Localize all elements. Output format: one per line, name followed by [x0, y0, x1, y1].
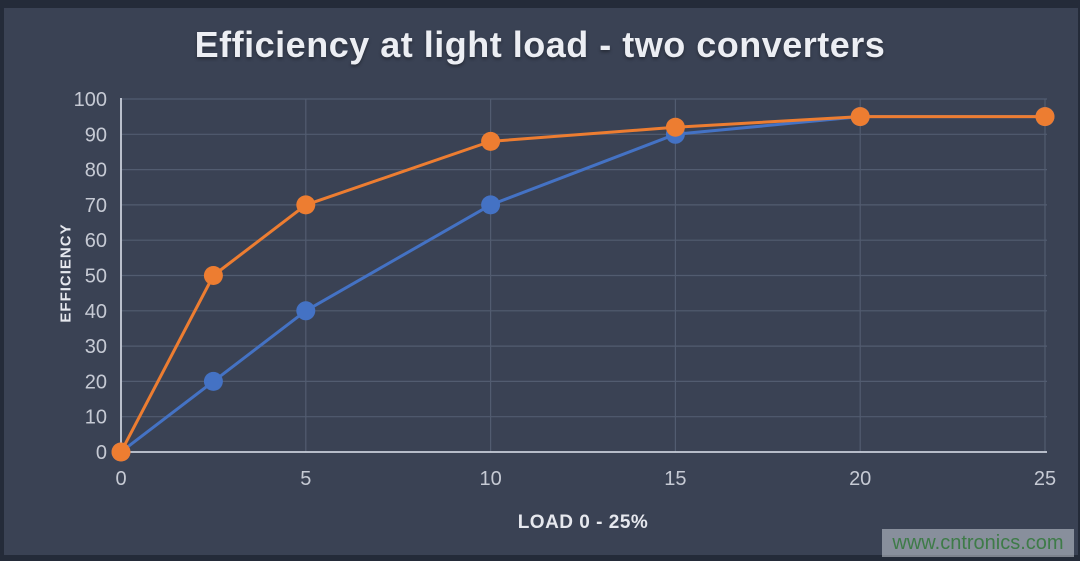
x-tick-label: 15 [664, 468, 686, 490]
y-axis-title: EFFICIENCY [57, 223, 75, 323]
y-tick-label: 10 [85, 407, 107, 429]
y-tick-label: 50 [85, 266, 107, 288]
y-tick-label: 20 [85, 371, 107, 393]
y-tick-label: 70 [85, 195, 107, 217]
x-tick-label: 20 [849, 468, 871, 490]
x-axis-title: LOAD 0 - 25% [517, 512, 649, 533]
series-line-blue-converter [119, 115, 1047, 454]
data-point-orange-converter [665, 117, 685, 137]
x-tick-label: 0 [115, 468, 126, 490]
y-tick-label: 60 [85, 230, 107, 252]
data-point-orange-converter [850, 107, 870, 127]
watermark: www.cntronics.com [882, 529, 1074, 557]
data-point-orange-converter [1035, 107, 1055, 127]
data-point-blue-converter [296, 301, 316, 321]
data-point-orange-converter [296, 195, 316, 215]
data-point-orange-converter [481, 131, 501, 151]
x-tick-label: 10 [479, 468, 501, 490]
y-tick-label: 40 [85, 301, 107, 323]
data-point-orange-converter [203, 266, 223, 285]
series-line-orange-converter [119, 115, 1047, 454]
y-tick-label: 100 [74, 89, 107, 111]
chart-title: Efficiency at light load - two converter… [194, 24, 886, 65]
y-tick-label: 30 [85, 336, 107, 358]
data-point-blue-converter [203, 371, 223, 391]
data-point-orange-converter [111, 442, 131, 462]
y-tick-label: 80 [85, 160, 107, 182]
y-tick-label: 90 [85, 124, 107, 146]
x-tick-label: 5 [300, 468, 311, 490]
y-tick-label: 0 [96, 442, 107, 464]
x-tick-label: 25 [1034, 468, 1056, 490]
data-point-blue-converter [481, 195, 501, 215]
